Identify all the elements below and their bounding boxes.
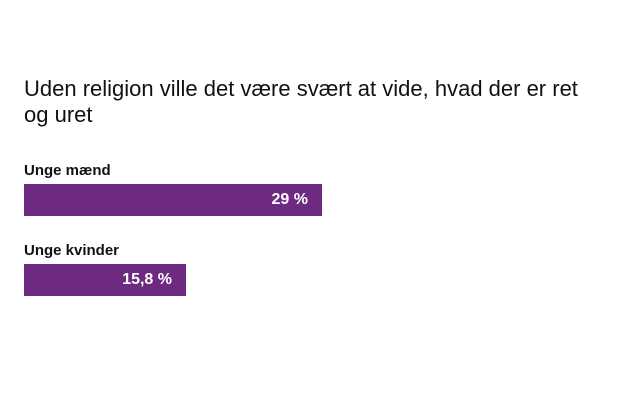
bar: 15,8 %: [24, 264, 186, 296]
data-label: 29 %: [271, 191, 308, 208]
data-label: 15,8 %: [122, 271, 172, 288]
chart-title: Uden religion ville det være svært at vi…: [24, 76, 578, 127]
category-label: Unge kvinder: [24, 242, 120, 259]
bar: 29 %: [24, 184, 322, 216]
bar-chart: Uden religion ville det være svært at vi…: [24, 0, 614, 400]
category-label: Unge mænd: [24, 162, 111, 179]
